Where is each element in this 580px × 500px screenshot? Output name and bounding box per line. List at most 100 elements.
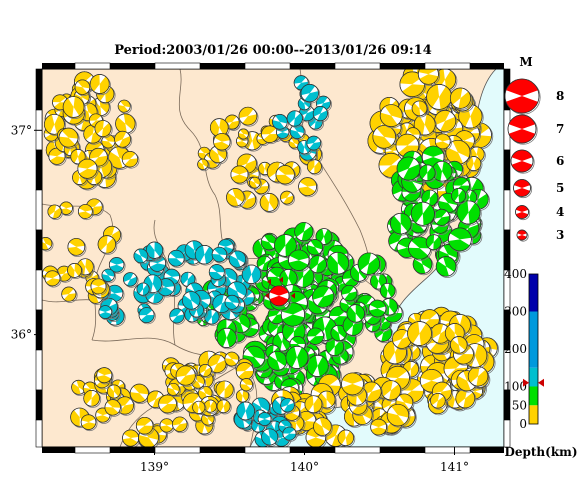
main-event-depth-marker: [523, 378, 529, 387]
frame-segment: [35, 349, 43, 391]
focal-mechanism-beachball: [74, 79, 92, 97]
focal-mechanism-beachball: [312, 106, 330, 123]
focal-mechanism-beachball: [115, 113, 137, 136]
focal-mechanism-beachball: [145, 241, 165, 261]
depth-colorbar-band: [529, 405, 538, 424]
focal-mechanism-beachball: [410, 201, 437, 227]
focal-mechanism-beachball: [448, 227, 473, 253]
magnitude-legend-label: 8: [556, 89, 564, 103]
frame-segment: [42, 63, 75, 69]
frame-segment: [503, 189, 511, 231]
focal-mechanism-beachball: [455, 388, 477, 410]
focal-mechanism-beachball: [430, 393, 447, 410]
focal-mechanism-beachball: [248, 176, 262, 190]
frame-segment: [290, 63, 335, 69]
magnitude-legend-ball: [515, 205, 531, 221]
focal-mechanism-beachball: [293, 75, 310, 92]
focal-mechanism-beachball: [392, 329, 413, 351]
focal-mechanism-beachball: [312, 285, 336, 309]
frame-segment: [35, 189, 43, 231]
focal-mechanism-beachball: [390, 212, 413, 236]
focal-mechanism-beachball: [208, 264, 226, 282]
main-event-marker: [267, 278, 271, 285]
focal-mechanism-beachball: [306, 239, 325, 257]
focal-mechanism-beachball: [104, 399, 123, 417]
frame-segment: [290, 447, 335, 453]
focal-mechanism-beachball: [191, 375, 207, 390]
magnitude-legend-ball: [513, 179, 533, 199]
focal-mechanism-beachball: [341, 284, 359, 303]
focal-mechanism-beachball: [133, 248, 150, 265]
frame-segment: [154, 62, 201, 70]
focal-mechanism-beachball: [417, 69, 441, 86]
focal-mechanism-beachball: [224, 351, 241, 368]
focal-mechanism-beachball: [294, 222, 315, 243]
focal-mechanism-beachball: [106, 384, 123, 400]
focal-mechanism-beachball: [433, 208, 452, 227]
focal-mechanism-beachball: [77, 158, 99, 180]
focal-mechanism-beachball: [97, 235, 118, 255]
magnitude-legend-ball: [510, 149, 535, 174]
magnitude-legend-ball: [504, 78, 541, 115]
focal-mechanism-beachball: [450, 336, 469, 355]
focal-mechanism-beachball: [209, 118, 230, 139]
focal-mechanism-beachball: [395, 133, 421, 159]
focal-mechanism-beachball: [288, 249, 311, 273]
lon-tick-label: 141°: [440, 460, 469, 474]
focal-mechanism-beachball: [67, 238, 87, 257]
focal-mechanism-beachball: [207, 354, 228, 375]
focal-mechanism-beachball: [96, 367, 114, 385]
focal-mechanism-beachball: [357, 252, 382, 277]
focal-mechanism-beachball: [48, 147, 67, 167]
focal-mechanism-beachball: [235, 362, 256, 382]
frame-segment: [35, 309, 43, 351]
focal-mechanism-beachball: [280, 302, 307, 328]
depth-colorbar-label: Depth(km): [504, 445, 577, 459]
focal-mechanism-beachball: [94, 120, 113, 139]
frame-segment: [74, 62, 111, 70]
depth-colorbar: Depth(km) 400 300 200 100 50 0: [504, 267, 577, 459]
main-event-depth-marker: [538, 378, 544, 387]
focal-mechanism-beachball: [330, 324, 348, 343]
focal-mechanism-beachball: [289, 124, 306, 141]
focal-mechanism-beachball: [101, 268, 117, 284]
depth-colorbar-border: [528, 273, 539, 425]
focal-mechanism-beachball: [228, 250, 248, 269]
frame-segment: [200, 447, 245, 453]
magnitude-legend-label: 4: [556, 205, 564, 219]
frame-segment: [35, 229, 43, 271]
focal-mechanism-beachball: [337, 429, 356, 447]
focal-mechanism-beachball: [241, 264, 263, 286]
focal-mechanism-beachball: [70, 149, 87, 166]
focal-mechanism-beachball: [226, 188, 246, 208]
focal-mechanism-beachball: [136, 282, 151, 297]
focal-mechanism-beachball: [313, 417, 333, 438]
focal-mechanism-beachball: [62, 96, 86, 119]
focal-mechanism-beachball: [182, 291, 202, 311]
focal-mechanism-beachball: [216, 327, 239, 350]
focal-mechanism-beachball: [435, 256, 458, 278]
frame-segment: [334, 62, 381, 70]
map-panel: 139° 140° 141° 37° 36°: [11, 62, 511, 474]
focal-mechanism-beachball: [167, 249, 186, 268]
focal-mechanism-beachball: [158, 394, 179, 415]
main-event-marker: [265, 292, 269, 299]
focal-mechanism-beachball: [77, 204, 94, 221]
focal-mechanism-beachball: [298, 177, 319, 198]
main-event-mechanism: [265, 276, 295, 308]
focal-mechanism-beachball: [213, 133, 232, 152]
focal-mechanism-beachball: [175, 365, 197, 387]
magnitude-legend-label: 3: [556, 228, 564, 242]
focal-mechanism-beachball: [197, 158, 210, 172]
frame-segment: [334, 446, 381, 454]
focal-mechanism-beachball: [83, 390, 102, 408]
focal-mechanism-beachball: [411, 100, 429, 118]
focal-mechanism-beachball: [44, 113, 66, 136]
focal-mechanism-beachball: [98, 305, 114, 321]
frame-segment: [380, 63, 425, 69]
focal-mechanism-beachball: [449, 87, 473, 110]
focal-mechanism-beachball: [230, 165, 250, 185]
focal-mechanism-beachball: [42, 236, 54, 252]
focal-mechanism-beachball: [215, 380, 235, 400]
